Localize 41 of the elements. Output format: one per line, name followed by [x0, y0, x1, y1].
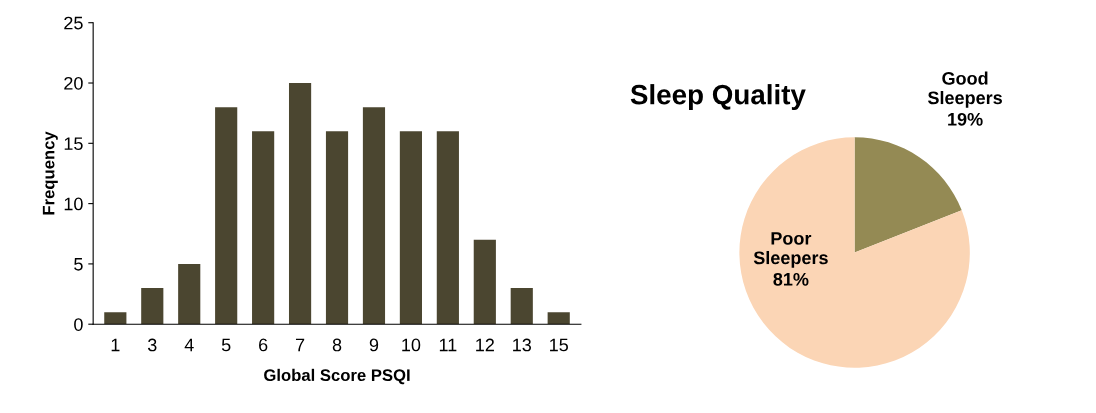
y-tick-label: 25	[64, 16, 83, 30]
bar	[399, 131, 422, 325]
x-axis-title: Global Score PSQI	[264, 368, 410, 385]
x-tick-label: 6	[259, 338, 268, 352]
pie-slice	[739, 137, 970, 368]
slice-label: Good Sleepers	[927, 71, 1002, 108]
bar	[288, 83, 312, 325]
x-tick-label: 8	[332, 338, 342, 352]
bar	[104, 312, 127, 325]
data-label: 19%	[948, 112, 983, 126]
bar	[325, 131, 349, 325]
x-tick-label: 3	[147, 338, 157, 352]
x-tick-label: 4	[184, 338, 194, 352]
x-tick-label: 9	[369, 338, 379, 352]
data-label: 81%	[773, 272, 809, 286]
bar	[473, 239, 496, 325]
x-tick-label: 13	[513, 338, 532, 352]
y-tick-label: 0	[74, 318, 83, 331]
bar	[141, 288, 164, 325]
bar	[547, 312, 570, 325]
bar	[178, 263, 201, 325]
bar	[510, 288, 533, 325]
slice-label: Poor Sleepers	[753, 232, 828, 268]
bar	[436, 131, 459, 325]
bar	[252, 131, 275, 325]
x-tick-label: 11	[439, 338, 457, 352]
bar	[362, 107, 386, 325]
chart-title: Sleep Quality	[630, 84, 806, 110]
x-tick-label: 12	[476, 338, 494, 352]
bar	[215, 107, 238, 325]
pie-slice	[854, 137, 962, 253]
y-axis-title: Frequency	[42, 131, 58, 215]
y-tick-label: 20	[64, 76, 83, 90]
y-tick-label: 5	[74, 258, 83, 271]
x-tick-label: 7	[295, 338, 305, 352]
x-tick-label: 10	[402, 338, 421, 352]
y-tick-label: 10	[64, 197, 83, 211]
x-tick-label: 5	[221, 338, 231, 352]
x-tick-label: 15	[550, 338, 568, 352]
x-tick-label: 1	[111, 338, 120, 352]
y-tick-label: 15	[64, 137, 83, 151]
